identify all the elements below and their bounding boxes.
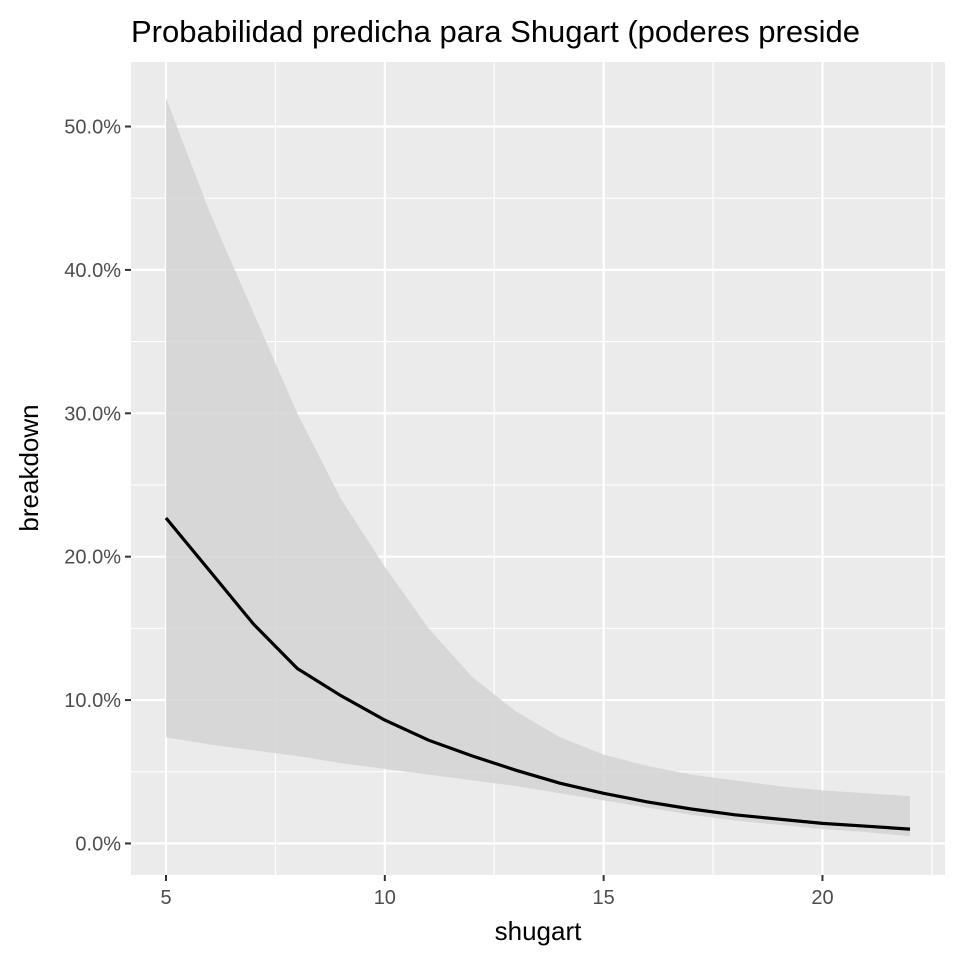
y-axis-title: breakdown bbox=[14, 404, 44, 531]
x-axis-title: shugart bbox=[495, 916, 582, 946]
y-axis: 0.0% 10.0% 20.0% 30.0% 40.0% 50.0% bbox=[64, 117, 131, 855]
y-tick-label: 40.0% bbox=[64, 260, 121, 282]
y-tick-label: 0.0% bbox=[75, 833, 121, 855]
series-line bbox=[164, 516, 911, 831]
x-tick-label: 15 bbox=[593, 887, 615, 909]
x-tick-label: 5 bbox=[160, 887, 171, 909]
chart-title: Probabilidad predicha para Shugart (pode… bbox=[131, 14, 860, 49]
y-tick-label: 30.0% bbox=[64, 403, 121, 425]
x-tick-label: 10 bbox=[374, 887, 396, 909]
y-tick-label: 10.0% bbox=[64, 690, 121, 712]
y-tick-label: 50.0% bbox=[64, 117, 121, 139]
x-axis: 5 10 15 20 bbox=[160, 875, 834, 909]
x-tick-label: 20 bbox=[811, 887, 833, 909]
y-tick-label: 20.0% bbox=[64, 547, 121, 569]
confidence-ribbon bbox=[166, 97, 910, 837]
